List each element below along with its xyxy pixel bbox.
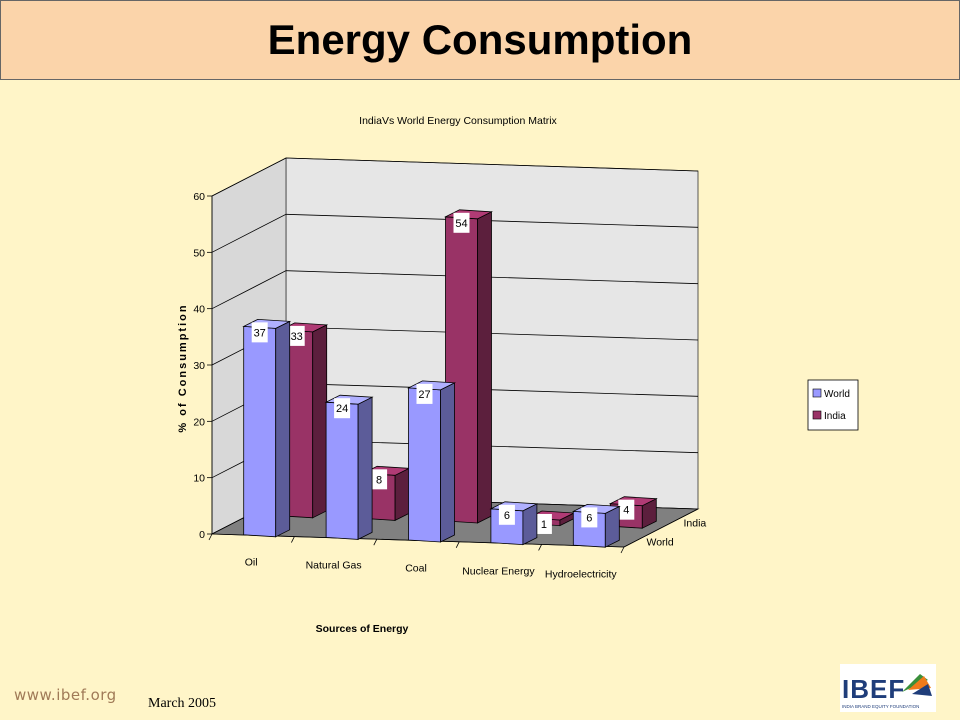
bar-front-face xyxy=(408,387,441,543)
data-label: 6 xyxy=(586,512,592,524)
legend-label: World xyxy=(824,389,850,400)
data-label: 6 xyxy=(504,510,510,522)
bar-side-face xyxy=(312,324,328,519)
legend: World India xyxy=(807,379,859,431)
ibef-logo: IBEF INDIA BRAND EQUITY FOUNDATION xyxy=(840,664,936,712)
gridline xyxy=(211,157,699,197)
gridline xyxy=(211,270,699,310)
bar-side-face xyxy=(275,320,291,538)
data-label: 24 xyxy=(336,403,348,415)
category-label: Oil xyxy=(245,556,258,568)
category-label: Coal xyxy=(405,563,427,575)
depth-axis-label: World xyxy=(647,537,674,549)
page-title: Energy Consumption xyxy=(267,16,693,63)
data-label-box xyxy=(251,322,268,343)
data-label: 37 xyxy=(254,327,266,339)
bar-world: 27 xyxy=(406,380,457,543)
footer-date: March 2005 xyxy=(148,696,217,711)
x-tick xyxy=(620,546,625,554)
depth-axis-label: India xyxy=(684,518,707,530)
bar-side-face xyxy=(440,382,455,543)
x-axis-title: Sources of Energy xyxy=(316,623,409,635)
data-label-box xyxy=(498,504,515,525)
category-label: Natural Gas xyxy=(306,559,362,571)
data-label-box xyxy=(416,383,433,404)
x-tick xyxy=(291,536,295,543)
legend-swatch-world xyxy=(812,388,822,398)
bar-india: 4 xyxy=(608,496,658,529)
gridline xyxy=(211,213,699,253)
plot-area: 0 10 20 30 40 50 60 Oil Natural Gas Coal Nuclear E… xyxy=(193,157,707,581)
y-tick-label: 30 xyxy=(193,360,205,372)
data-label: 27 xyxy=(418,389,430,401)
data-label-box xyxy=(334,398,351,419)
y-tick-label: 60 xyxy=(193,191,205,203)
category-label: Nuclear Energy xyxy=(462,566,535,578)
data-label: 4 xyxy=(623,505,629,517)
bar-world: 37 xyxy=(242,318,292,538)
data-label-box xyxy=(618,499,635,520)
bar-front-face xyxy=(243,325,277,538)
data-label: 8 xyxy=(376,474,382,486)
data-label: 1 xyxy=(541,519,547,531)
bar-world: 6 xyxy=(571,503,621,548)
data-label-box xyxy=(581,507,598,528)
x-tick xyxy=(208,533,213,541)
y-tick-label: 40 xyxy=(193,304,205,316)
y-tick-label: 20 xyxy=(193,416,205,428)
bar-world: 24 xyxy=(324,394,374,541)
chart-title: IndiaVs World Energy Consumption Matrix xyxy=(359,115,557,127)
data-label-box xyxy=(288,325,305,346)
y-tick-label: 50 xyxy=(193,247,205,259)
bar-side-face xyxy=(477,211,492,524)
x-tick xyxy=(455,541,460,548)
data-label-box xyxy=(453,212,470,233)
bar-world: 6 xyxy=(489,501,539,546)
x-tick xyxy=(538,544,542,551)
footer-url[interactable]: www.ibef.org xyxy=(14,686,117,704)
bar-side-face xyxy=(357,396,373,541)
bird-logo-icon xyxy=(902,674,932,696)
x-tick xyxy=(373,539,378,546)
category-label: Hydroelectricity xyxy=(545,569,618,581)
data-label-box xyxy=(371,469,388,490)
data-label-box xyxy=(535,513,552,534)
data-label: 33 xyxy=(291,331,303,343)
depth-axis-line xyxy=(623,508,699,548)
y-tick-label: 0 xyxy=(199,529,205,541)
bar-front-face xyxy=(325,401,359,540)
legend-box xyxy=(807,379,859,431)
legend-label: India xyxy=(824,411,846,422)
y-axis-title: % of Consumption xyxy=(177,303,189,432)
data-label: 54 xyxy=(455,218,467,230)
legend-swatch-india xyxy=(812,410,822,420)
logo-subtext: INDIA BRAND EQUITY FOUNDATION xyxy=(842,704,920,709)
title-bar: Energy Consumption xyxy=(0,0,960,80)
logo-text: IBEF xyxy=(842,674,906,704)
bar-side-face xyxy=(394,467,410,522)
y-tick-label: 10 xyxy=(193,473,205,485)
